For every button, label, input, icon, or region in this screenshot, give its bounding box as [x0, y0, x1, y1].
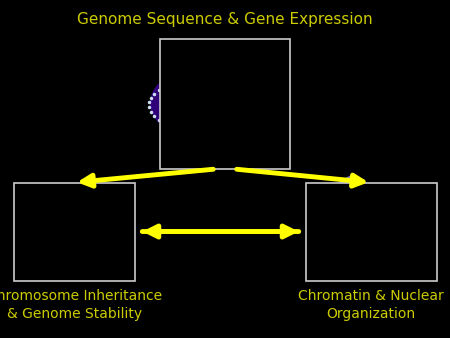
Polygon shape	[312, 186, 345, 220]
Bar	[198, 73, 202, 135]
Bar	[306, 183, 436, 281]
Polygon shape	[162, 64, 270, 145]
Bar	[14, 183, 135, 281]
Bar	[212, 73, 215, 135]
Polygon shape	[196, 71, 281, 135]
Polygon shape	[323, 176, 356, 210]
Bar	[239, 73, 242, 135]
Bar	[192, 73, 195, 135]
Bar	[246, 73, 249, 135]
Polygon shape	[342, 223, 396, 237]
Bar	[232, 73, 235, 135]
Bar	[160, 39, 290, 169]
Text: Chromosome Inheritance
& Genome Stability: Chromosome Inheritance & Genome Stabilit…	[0, 289, 162, 321]
Polygon shape	[338, 233, 391, 247]
Polygon shape	[321, 221, 363, 245]
Polygon shape	[335, 210, 376, 233]
Polygon shape	[151, 71, 236, 135]
Bar	[225, 73, 229, 135]
Bar	[306, 183, 436, 281]
Bar	[185, 73, 188, 135]
Polygon shape	[321, 201, 363, 225]
Bar	[160, 39, 290, 169]
Bar	[205, 73, 208, 135]
Polygon shape	[364, 232, 383, 268]
Bar	[219, 73, 222, 135]
Text: Genome Sequence & Gene Expression: Genome Sequence & Gene Expression	[77, 12, 373, 27]
Text: Chromatin & Nuclear
Organization: Chromatin & Nuclear Organization	[298, 289, 444, 321]
Polygon shape	[370, 222, 390, 258]
Polygon shape	[335, 211, 376, 235]
